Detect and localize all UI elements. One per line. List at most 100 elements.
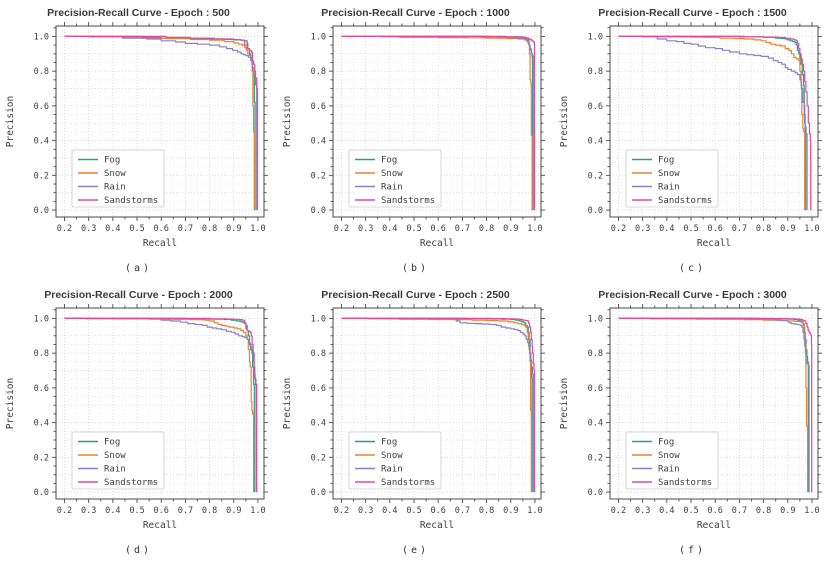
series-line-rain <box>341 35 534 211</box>
subplot-d: Precision-Recall Curve - Epoch : 2000 0.2… <box>0 282 277 564</box>
legend-label: Fog <box>381 438 397 448</box>
series-line-sandstorms <box>341 35 536 211</box>
y-tick-label: 0.8 <box>588 349 603 359</box>
legend-item-sandstorms: Sandstorms <box>632 196 712 206</box>
x-tick-label: 1.0 <box>250 506 265 516</box>
subplot-caption: (a) <box>124 263 153 274</box>
x-tick-label: 0.6 <box>708 224 723 234</box>
y-tick-label: 1.0 <box>588 314 603 324</box>
legend-item-fog: Fog <box>355 438 397 448</box>
y-tick-label: 0.2 <box>34 171 49 181</box>
x-tick-label: 0.8 <box>202 224 217 234</box>
legend-item-rain: Rain <box>78 465 126 475</box>
x-tick-label: 1.0 <box>527 224 542 234</box>
x-tick-label: 0.5 <box>406 506 421 516</box>
legend-label: Rain <box>658 183 680 193</box>
pr-curve-canvas: 0.2 0.3 0.4 0.5 0.6 0.7 0.8 0.9 1.0 0.0 0.2 0.4 0.6 0… <box>559 22 822 249</box>
x-tick-label: 0.5 <box>406 224 421 234</box>
x-tick-label: 0.3 <box>635 506 650 516</box>
legend: Fog Snow Rain Sandstorms <box>348 149 442 208</box>
y-tick-label: 0.0 <box>34 488 49 498</box>
x-tick-label: 1.0 <box>250 224 265 234</box>
subplot-b: Precision-Recall Curve - Epoch : 1000 0.2… <box>277 0 554 282</box>
x-tick-label: 0.2 <box>57 224 72 234</box>
series-line-sandstorms <box>64 317 258 493</box>
plot-spines <box>332 25 542 218</box>
x-axis-label: Recall <box>143 238 177 249</box>
y-tick-label: 0.0 <box>311 488 326 498</box>
x-axis-label: Recall <box>420 238 454 249</box>
x-tick-label: 0.4 <box>105 224 120 234</box>
axis-ticks <box>52 304 268 503</box>
y-tick-label: 1.0 <box>311 32 326 42</box>
y-tick-label: 1.0 <box>588 32 603 42</box>
series-line-rain <box>618 317 810 493</box>
legend-label: Fog <box>104 156 120 166</box>
legend-label: Sandstorms <box>658 196 712 206</box>
x-tick-label: 0.6 <box>708 506 723 516</box>
x-axis-label: Recall <box>420 520 454 531</box>
y-tick-label: 0.0 <box>34 206 49 216</box>
y-tick-label: 0.4 <box>311 137 326 147</box>
plot-title: Precision-Recall Curve - Epoch : 1500 <box>598 7 787 19</box>
y-tick-label: 1.0 <box>34 314 49 324</box>
subplot-f: Precision-Recall Curve - Epoch : 3000 0.2… <box>554 282 831 564</box>
x-tick-label: 0.9 <box>226 224 241 234</box>
y-tick-label: 0.4 <box>34 419 49 429</box>
subplot-e: Precision-Recall Curve - Epoch : 2500 0.2… <box>277 282 554 564</box>
x-tick-label: 0.7 <box>178 506 193 516</box>
x-tick-label: 0.8 <box>202 506 217 516</box>
x-tick-label: 0.6 <box>154 506 169 516</box>
y-tick-label: 0.6 <box>311 384 326 394</box>
legend: Fog Snow Rain Sandstorms <box>71 431 165 490</box>
axis-ticks <box>606 22 822 221</box>
x-tick-label: 0.3 <box>358 506 373 516</box>
subplot-a: Precision-Recall Curve - Epoch : 500 0.2 0… <box>0 0 277 282</box>
x-tick-label: 0.8 <box>479 224 494 234</box>
y-tick-label: 0.6 <box>34 102 49 112</box>
y-tick-label: 0.8 <box>311 349 326 359</box>
legend-item-fog: Fog <box>632 438 674 448</box>
legend-label: Rain <box>658 465 680 475</box>
x-tick-label: 0.2 <box>334 224 349 234</box>
x-tick-label: 1.0 <box>804 224 819 234</box>
x-tick-label: 0.3 <box>358 224 373 234</box>
y-tick-label: 1.0 <box>34 32 49 42</box>
legend-item-snow: Snow <box>78 451 126 461</box>
x-axis-label: Recall <box>697 520 731 531</box>
y-tick-label: 0.0 <box>311 206 326 216</box>
plot-title: Precision-Recall Curve - Epoch : 2000 <box>44 289 233 301</box>
plot-spines <box>55 25 265 218</box>
x-tick-label: 0.4 <box>382 224 397 234</box>
plot-title: Precision-Recall Curve - Epoch : 500 <box>47 7 230 19</box>
x-tick-label: 0.3 <box>635 224 650 234</box>
series-line-rain <box>618 35 808 211</box>
plot-spines <box>55 307 265 500</box>
x-tick-label: 0.7 <box>455 224 470 234</box>
y-tick-label: 0.2 <box>588 171 603 181</box>
y-axis-label: Precision <box>559 96 570 147</box>
legend-item-snow: Snow <box>78 169 126 179</box>
series-line-rain <box>341 317 534 493</box>
x-tick-label: 0.2 <box>611 506 626 516</box>
legend-item-snow: Snow <box>632 169 680 179</box>
legend-item-rain: Rain <box>355 183 403 193</box>
y-tick-label: 0.2 <box>311 453 326 463</box>
y-tick-label: 0.0 <box>588 488 603 498</box>
x-tick-label: 0.9 <box>780 224 795 234</box>
x-tick-label: 0.6 <box>431 224 446 234</box>
x-tick-label: 0.3 <box>81 506 96 516</box>
legend: Fog Snow Rain Sandstorms <box>348 431 442 490</box>
series-line-sandstorms <box>618 317 813 493</box>
x-axis-label: Recall <box>697 238 731 249</box>
legend-item-fog: Fog <box>632 156 674 166</box>
y-tick-label: 0.8 <box>311 67 326 77</box>
series-line-snow <box>64 317 255 493</box>
y-tick-label: 0.6 <box>311 102 326 112</box>
legend-label: Snow <box>658 169 680 179</box>
y-tick-label: 0.0 <box>588 206 603 216</box>
x-tick-label: 0.2 <box>611 224 626 234</box>
y-tick-label: 0.8 <box>588 67 603 77</box>
legend-item-sandstorms: Sandstorms <box>78 196 158 206</box>
